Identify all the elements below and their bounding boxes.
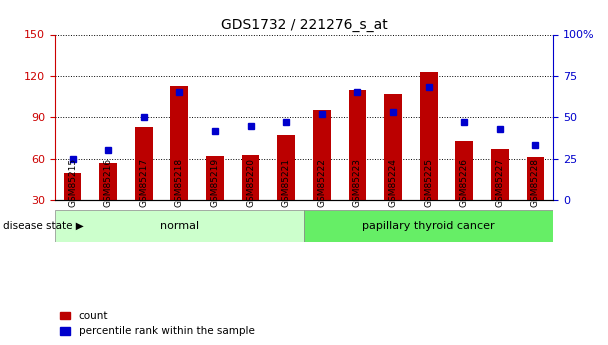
- Bar: [491, 149, 509, 200]
- Text: papillary thyroid cancer: papillary thyroid cancer: [362, 221, 495, 231]
- Bar: [55, 210, 304, 241]
- Bar: [420, 72, 438, 200]
- Bar: [64, 172, 81, 200]
- Text: GSM85221: GSM85221: [282, 158, 291, 207]
- Text: GSM85218: GSM85218: [175, 158, 184, 207]
- Text: GSM85219: GSM85219: [210, 158, 219, 207]
- Bar: [384, 94, 402, 200]
- Text: GSM85224: GSM85224: [389, 158, 398, 207]
- Text: GSM85216: GSM85216: [103, 158, 112, 207]
- Title: GDS1732 / 221276_s_at: GDS1732 / 221276_s_at: [221, 18, 387, 32]
- Bar: [135, 127, 153, 200]
- Bar: [241, 155, 260, 200]
- Bar: [527, 157, 544, 200]
- Text: GSM85220: GSM85220: [246, 158, 255, 207]
- Bar: [206, 156, 224, 200]
- Text: GSM85228: GSM85228: [531, 158, 540, 207]
- Bar: [313, 110, 331, 200]
- Text: GSM85226: GSM85226: [460, 158, 469, 207]
- Legend: count, percentile rank within the sample: count, percentile rank within the sample: [60, 311, 255, 336]
- Text: GSM85217: GSM85217: [139, 158, 148, 207]
- Bar: [99, 163, 117, 200]
- Bar: [455, 141, 473, 200]
- Text: GSM85227: GSM85227: [496, 158, 505, 207]
- Bar: [170, 86, 188, 200]
- Bar: [304, 210, 553, 241]
- Text: GSM85223: GSM85223: [353, 158, 362, 207]
- Bar: [348, 90, 366, 200]
- Text: normal: normal: [160, 221, 199, 231]
- Text: GSM85215: GSM85215: [68, 158, 77, 207]
- Text: GSM85225: GSM85225: [424, 158, 433, 207]
- Bar: [277, 135, 295, 200]
- Text: GSM85222: GSM85222: [317, 158, 326, 207]
- Text: disease state ▶: disease state ▶: [3, 221, 84, 231]
